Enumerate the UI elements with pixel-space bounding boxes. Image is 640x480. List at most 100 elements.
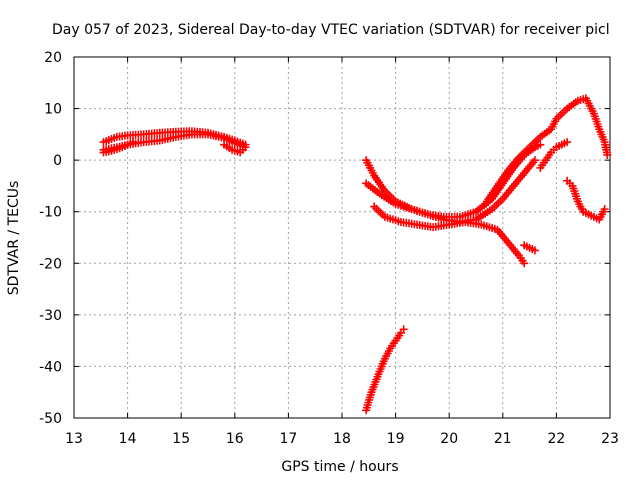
x-axis-label: GPS time / hours (281, 459, 398, 475)
y-tick-label: -10 (39, 205, 62, 221)
data-point-trail (505, 155, 522, 173)
data-point-trail (576, 95, 588, 104)
data-point-trail (376, 357, 388, 373)
data-point-trail (474, 206, 494, 222)
y-tick-label: -30 (39, 308, 62, 324)
data-point-trail (601, 140, 611, 157)
data-point-trail (120, 139, 135, 150)
series-arc-3c (370, 202, 529, 268)
tick-layer: 13 14 15 16 17 18 19 20 21 22 23 -50 -40 -30 -20 -10 0 10… (39, 50, 619, 447)
y-tick-label: 10 (44, 102, 62, 118)
data-point (600, 205, 609, 214)
data-point-trail (543, 151, 554, 162)
series-arc-1d (220, 140, 250, 157)
data-point-trail (399, 218, 419, 229)
data-point-trail (362, 390, 375, 412)
x-tick-label: 13 (65, 431, 83, 447)
data-point-trail (431, 221, 451, 231)
data-point-trail (522, 158, 538, 175)
data-point-trail (596, 207, 608, 221)
data-point-trail (527, 135, 543, 150)
data-point-trail (393, 331, 404, 343)
data-point-trail (102, 147, 113, 156)
data-point-trail (484, 184, 500, 204)
data-point-trail (517, 145, 532, 160)
data-point-trail (516, 254, 527, 265)
series-arc-4b (536, 138, 572, 172)
data-point-trail (565, 98, 580, 111)
data-point-trail (590, 112, 603, 131)
series-arc-4c (563, 176, 609, 224)
series-arc-3d (520, 241, 539, 255)
x-tick-label: 20 (440, 431, 458, 447)
data-point-trail (110, 144, 124, 154)
data-point-trail (158, 133, 178, 144)
data-point (530, 156, 539, 165)
data-point-trail (495, 227, 511, 245)
y-tick-label: -50 (39, 411, 62, 427)
x-tick-label: 18 (333, 431, 351, 447)
data-point-trail (500, 184, 516, 201)
data-point-trail (480, 221, 499, 233)
data-point-trail (230, 146, 242, 156)
data-point (241, 143, 250, 152)
data-point-trail (490, 196, 505, 212)
data-point-trail (372, 204, 387, 219)
series-arc-2 (362, 325, 408, 415)
data-point-trail (583, 96, 597, 116)
x-tick-label: 19 (387, 431, 405, 447)
data-point-trail (548, 117, 560, 131)
data-point (128, 138, 137, 147)
data-point-trail (368, 370, 383, 394)
y-tick-label: -20 (39, 256, 62, 272)
data-point-trail (394, 200, 413, 213)
data-point-trail (382, 347, 393, 361)
data-point-trail (102, 134, 119, 146)
data-point-trail (222, 142, 234, 153)
data-point-trail (377, 191, 398, 207)
data-point-trail (364, 181, 382, 196)
data-point-trail (383, 213, 403, 226)
data-point-trail (554, 106, 569, 121)
data-point (520, 259, 529, 268)
x-tick-label: 14 (119, 431, 137, 447)
data-point (399, 325, 408, 334)
data-point-trail (569, 184, 581, 203)
marks-layer (99, 94, 612, 415)
x-tick-label: 17 (279, 431, 297, 447)
y-tick-label: 20 (44, 50, 62, 66)
series-arc-4a (482, 94, 612, 206)
data-point-trail (495, 168, 511, 188)
data-point (603, 150, 612, 159)
y-tick-label: 0 (53, 153, 62, 169)
data-point-trail (388, 339, 398, 350)
data-point-trail (458, 208, 478, 220)
data-point-trail (426, 211, 446, 223)
series-arc-1c (99, 138, 137, 157)
data-point-trail (410, 206, 430, 218)
data-point-trail (596, 127, 608, 144)
x-tick-label: 21 (494, 431, 512, 447)
x-tick-label: 16 (226, 431, 244, 447)
y-axis-label: SDTVAR / TECUs (6, 181, 22, 296)
data-point-trail (222, 135, 237, 146)
chart-title: Day 057 of 2023, Sidereal Day-to-day VTE… (52, 22, 610, 38)
data-point-trail (538, 126, 553, 140)
data-point-trail (575, 200, 586, 214)
data-point-trail (363, 158, 377, 177)
data-point-trail (415, 221, 435, 231)
data-point-trail (511, 171, 527, 188)
data-point-trail (538, 158, 548, 170)
data-point-trail (115, 131, 129, 141)
x-tick-label: 23 (601, 431, 619, 447)
data-point-trail (505, 240, 522, 258)
x-tick-label: 15 (172, 431, 190, 447)
data-point (536, 140, 545, 149)
data-point (563, 138, 572, 147)
data-point-trail (371, 173, 388, 193)
y-tick-label: -40 (39, 359, 62, 375)
data-point (530, 246, 539, 255)
grid-layer (74, 57, 610, 418)
x-tick-label: 22 (547, 431, 565, 447)
